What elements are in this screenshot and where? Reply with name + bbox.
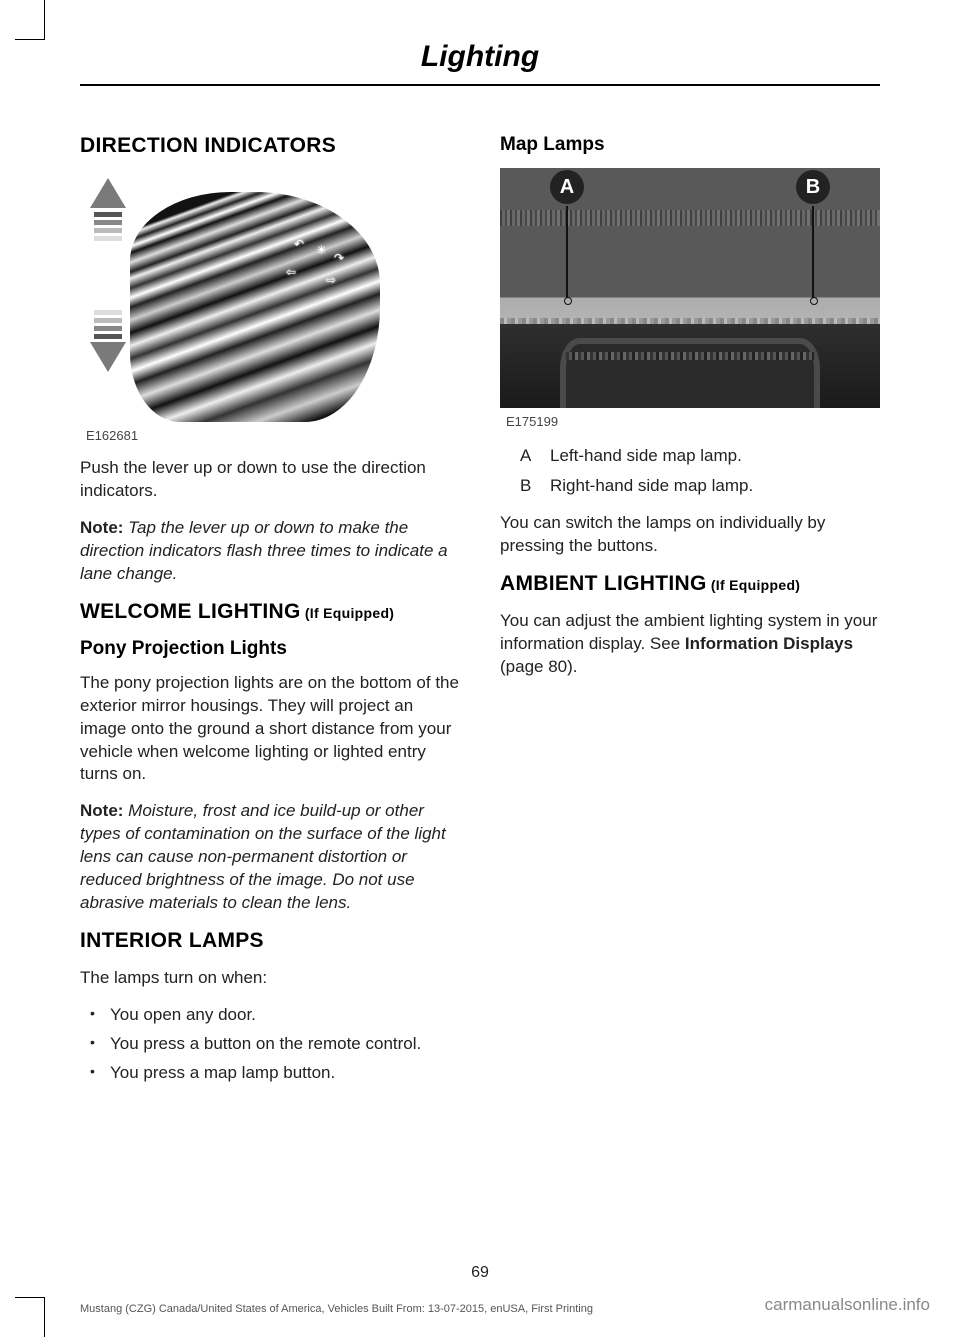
heading-interior-lamps: INTERIOR LAMPS xyxy=(80,929,460,953)
page-header: Lighting xyxy=(80,40,880,86)
list-item: You press a button on the remote control… xyxy=(80,1033,460,1056)
note-label: Note: xyxy=(80,518,123,537)
callout-b-label: B xyxy=(796,170,830,204)
footer-left: Mustang (CZG) Canada/United States of Am… xyxy=(80,1303,593,1315)
heading-direction-indicators: DIRECTION INDICATORS xyxy=(80,134,460,158)
page: Lighting DIRECTION INDICATORS xyxy=(0,0,960,1337)
text: (page 80). xyxy=(500,657,578,676)
heading-pony-projection: Pony Projection Lights xyxy=(80,638,460,660)
crop-mark-bl xyxy=(15,1297,45,1337)
page-number: 69 xyxy=(0,1264,960,1282)
heading-map-lamps: Map Lamps xyxy=(500,134,880,156)
right-column: Map Lamps A B E175199 xyxy=(500,126,880,1099)
content-columns: DIRECTION INDICATORS xyxy=(80,126,880,1099)
list-item: You press a map lamp button. xyxy=(80,1062,460,1085)
note-text: Tap the lever up or down to make the dir… xyxy=(80,518,448,583)
paragraph: The lamps turn on when: xyxy=(80,967,460,990)
heading-text: AMBIENT LIGHTING xyxy=(500,572,707,595)
left-column: DIRECTION INDICATORS xyxy=(80,126,460,1099)
figure-caption-2: E175199 xyxy=(506,414,880,429)
note-text: Moisture, frost and ice build-up or othe… xyxy=(80,801,446,912)
heading-sub: (If Equipped) xyxy=(301,605,395,621)
callout-a-label: A xyxy=(550,170,584,204)
figure-caption-1: E162681 xyxy=(86,428,460,443)
figure-map-lamps: A B xyxy=(500,168,880,408)
key-text-a: Left-hand side map lamp. xyxy=(550,443,880,469)
key-label-b: B xyxy=(500,473,550,499)
link-information-displays: Information Displays xyxy=(685,634,853,653)
key-label-a: A xyxy=(500,443,550,469)
key-text-b: Right-hand side map lamp. xyxy=(550,473,880,499)
bullet-list: You open any door. You press a button on… xyxy=(80,1004,460,1085)
key-row: B Right-hand side map lamp. xyxy=(500,473,880,499)
heading-text: WELCOME LIGHTING xyxy=(80,600,301,623)
note-label: Note: xyxy=(80,801,123,820)
callout-a: A xyxy=(550,170,584,305)
heading-welcome-lighting: WELCOME LIGHTING (If Equipped) xyxy=(80,600,460,624)
callout-b: B xyxy=(796,170,830,305)
paragraph: You can adjust the ambient lighting syst… xyxy=(500,610,880,679)
header-title: Lighting xyxy=(80,40,880,74)
heading-sub: (If Equipped) xyxy=(707,577,801,593)
paragraph: Push the lever up or down to use the dir… xyxy=(80,457,460,503)
note: Note: Moisture, frost and ice build-up o… xyxy=(80,800,460,915)
paragraph: The pony projection lights are on the bo… xyxy=(80,672,460,787)
figure-turn-signal: ↶ ☀ ↷ ⇦ ⇨ xyxy=(80,172,460,422)
note: Note: Tap the lever up or down to make t… xyxy=(80,517,460,586)
paragraph: You can switch the lamps on individually… xyxy=(500,512,880,558)
list-item: You open any door. xyxy=(80,1004,460,1027)
footer-watermark: carmanualsonline.info xyxy=(765,1295,930,1315)
crop-mark-tl xyxy=(15,0,45,40)
key-row: A Left-hand side map lamp. xyxy=(500,443,880,469)
heading-ambient-lighting: AMBIENT LIGHTING (If Equipped) xyxy=(500,572,880,596)
callout-key-list: A Left-hand side map lamp. B Right-hand … xyxy=(500,443,880,498)
